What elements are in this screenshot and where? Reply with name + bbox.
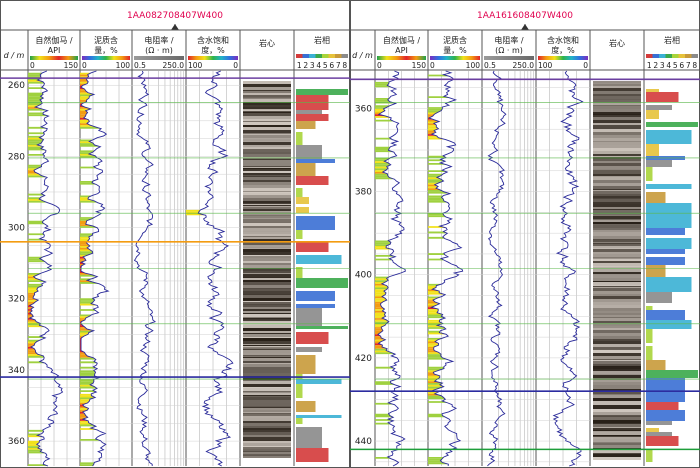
res-color-scale (484, 56, 534, 60)
facies-scale-swatch (335, 54, 342, 58)
res-scale-min: 0.5 (484, 61, 496, 70)
sw-scale-min: 100 (538, 61, 553, 70)
facies-scale-tick: 2 (653, 61, 658, 70)
facies-scale-swatch (341, 54, 348, 58)
facies-scale-swatch (691, 54, 698, 58)
sw-color-scale (188, 56, 238, 60)
facies-scale-tick: 5 (323, 61, 328, 70)
facies-scale-swatch (652, 54, 659, 58)
sw-track-unit: 度，% (201, 45, 225, 55)
gr-scale-max: 150 (412, 61, 427, 70)
shale-scale-min: 0 (430, 61, 435, 70)
res-track-title: 电阻率 / (144, 35, 174, 45)
facies-scale-tick: 8 (692, 61, 697, 70)
depth-tick-label: 380 (355, 188, 372, 198)
gr-color-scale (30, 56, 78, 60)
well-name: 1AA161608407W400 (477, 11, 573, 21)
facies-scale-swatch (328, 54, 335, 58)
depth-tick-label: 340 (8, 366, 25, 376)
res-color-scale (134, 56, 184, 60)
facies-scale-swatch (315, 54, 322, 58)
sw-track-title: 含水饱和 (547, 35, 579, 45)
facies-scale-swatch (678, 54, 685, 58)
facies-scale-tick: 2 (303, 61, 308, 70)
gr-scale-min: 0 (377, 61, 382, 70)
facies-scale-tick: 5 (673, 61, 678, 70)
sw-scale-max: 0 (233, 61, 238, 70)
sw-track-title: 含水饱和 (197, 35, 229, 45)
facies-scale-tick: 8 (342, 61, 347, 70)
gr-track-unit: API (48, 46, 61, 55)
depth-tick-label: 280 (8, 152, 25, 162)
facies-scale-tick: 4 (316, 61, 321, 70)
facies-scale-swatch (302, 54, 309, 58)
facies-scale-tick: 1 (297, 61, 302, 70)
gr-color-scale (377, 56, 426, 60)
facies-scale-swatch (665, 54, 672, 58)
core-track-title: 岩心 (609, 38, 625, 48)
facies-column (296, 89, 348, 462)
facies-scale-swatch (322, 54, 329, 58)
gr-track-title: 自然伽马 / (383, 35, 421, 45)
gr-track-title: 自然伽马 / (35, 35, 73, 45)
facies-scale-tick: 7 (686, 61, 691, 70)
facies-column (646, 89, 698, 462)
shale-scale-min: 0 (82, 61, 87, 70)
core-photo-strip (593, 81, 641, 460)
facies-track-title: 岩相 (664, 35, 680, 45)
shale-color-scale (430, 56, 480, 60)
res-scale-max: 250.0 (513, 61, 535, 70)
shale-track-title: 泥质含 (94, 35, 118, 45)
core-photo-strip (243, 81, 291, 458)
gr-scale-min: 0 (30, 61, 35, 70)
depth-axis-label: d / m (352, 51, 373, 60)
sw-track-unit: 度，% (551, 45, 575, 55)
facies-scale-tick: 1 (647, 61, 652, 70)
depth-tick-label: 300 (8, 224, 25, 234)
facies-scale-swatch (296, 54, 303, 58)
depth-tick-label: 440 (355, 437, 372, 447)
facies-scale-tick: 7 (336, 61, 341, 70)
depth-tick-label: 320 (8, 295, 25, 305)
res-scale-min: 0.5 (134, 61, 146, 70)
sw-scale-min: 100 (188, 61, 203, 70)
facies-scale-swatch (659, 54, 666, 58)
shale-color-scale (82, 56, 130, 60)
facies-scale-swatch (685, 54, 692, 58)
res-track-unit: (Ω · m) (495, 46, 523, 55)
well-name: 1AA082708407W400 (127, 11, 223, 21)
facies-scale-tick: 4 (666, 61, 671, 70)
shale-scale-max: 100 (116, 61, 131, 70)
depth-tick-label: 400 (355, 271, 372, 281)
res-track-title: 电阻率 / (494, 35, 524, 45)
depth-tick-label: 360 (8, 437, 25, 447)
facies-track-title: 岩相 (314, 35, 330, 45)
facies-scale-swatch (672, 54, 679, 58)
gr-scale-max: 150 (64, 61, 79, 70)
shale-track-title: 泥质含 (443, 35, 467, 45)
sw-color-scale (538, 56, 588, 60)
res-scale-max: 250.0 (163, 61, 185, 70)
sw-scale-max: 0 (583, 61, 588, 70)
facies-scale-tick: 6 (679, 61, 684, 70)
gr-track-unit: API (395, 46, 408, 55)
facies-scale-tick: 3 (660, 61, 665, 70)
facies-scale-swatch (646, 54, 653, 58)
facies-scale-swatch (309, 54, 316, 58)
res-track-unit: (Ω · m) (145, 46, 173, 55)
depth-axis-label: d / m (4, 51, 25, 60)
core-track-title: 岩心 (259, 38, 275, 48)
shale-scale-max: 100 (466, 61, 481, 70)
facies-scale-tick: 6 (329, 61, 334, 70)
depth-tick-label: 360 (355, 104, 372, 114)
shale-track-unit: 量，% (443, 46, 467, 55)
shale-track-unit: 量，% (94, 46, 118, 55)
depth-tick-label: 420 (355, 354, 372, 364)
facies-scale-tick: 3 (310, 61, 315, 70)
depth-tick-label: 260 (8, 81, 25, 91)
